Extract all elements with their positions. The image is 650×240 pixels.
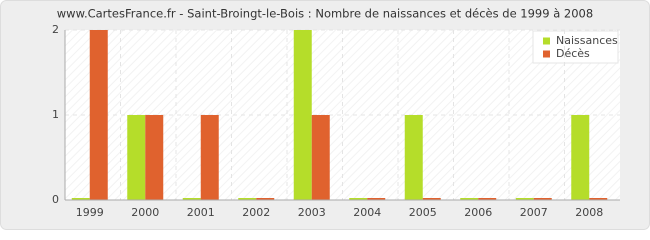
bar — [478, 198, 497, 200]
page: www.CartesFrance.fr - Saint-Broingt-le-B… — [0, 0, 650, 230]
bar — [404, 115, 423, 200]
bar — [515, 198, 534, 200]
bar — [349, 198, 368, 200]
legend-swatch — [543, 37, 550, 45]
bar — [127, 115, 146, 200]
chart: www.CartesFrance.fr - Saint-Broingt-le-B… — [0, 0, 650, 230]
legend-label: Décès — [556, 47, 590, 60]
x-tick-label: 2006 — [464, 206, 492, 219]
x-tick-label: 2000 — [131, 206, 159, 219]
x-tick-label: 2007 — [520, 206, 548, 219]
x-tick-label: 2008 — [575, 206, 603, 219]
bar — [71, 198, 90, 200]
bar — [145, 115, 164, 200]
bar — [589, 198, 608, 200]
bar — [367, 198, 386, 200]
legend-box — [532, 30, 619, 64]
bar — [238, 198, 257, 200]
bar — [311, 115, 330, 200]
x-tick-label: 2003 — [298, 206, 326, 219]
bar — [422, 198, 441, 200]
chart-title: www.CartesFrance.fr - Saint-Broingt-le-B… — [57, 7, 593, 21]
bar — [571, 115, 590, 200]
bar — [256, 198, 275, 200]
y-tick-label: 2 — [52, 23, 59, 36]
x-tick-label: 2001 — [187, 206, 215, 219]
legend-swatch — [543, 50, 550, 58]
x-tick-label: 2004 — [353, 206, 381, 219]
legend-label: Naissances — [556, 34, 618, 47]
x-tick-label: 2002 — [242, 206, 270, 219]
x-tick-label: 2005 — [409, 206, 437, 219]
bar — [460, 198, 479, 200]
x-tick-label: 1999 — [76, 206, 104, 219]
y-tick-label: 1 — [52, 108, 59, 121]
y-tick-label: 0 — [52, 193, 59, 206]
bar — [89, 30, 108, 200]
bar — [533, 198, 552, 200]
bar — [200, 115, 219, 200]
bar — [293, 30, 312, 200]
bar — [182, 198, 201, 200]
